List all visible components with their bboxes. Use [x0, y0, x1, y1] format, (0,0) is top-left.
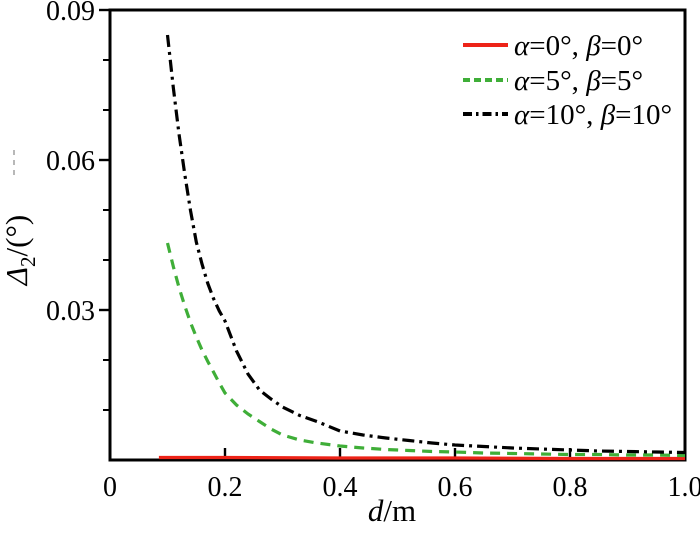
x-tick-label: 0: [103, 472, 117, 503]
x-tick-label: 0.6: [438, 472, 473, 503]
legend-label-2: α=10°, β=10°: [514, 99, 672, 131]
series-line-1: [165, 242, 686, 458]
x-tick-label: 0.4: [323, 472, 358, 503]
series-line-0: [158, 455, 685, 461]
x-tick-label: 0.8: [553, 472, 588, 503]
x-tick-label: 1.0: [668, 472, 700, 503]
series-line-2: [165, 34, 686, 455]
y-tick-label: 0.03: [46, 296, 95, 327]
legend-label-0: α=0°, β=0°: [514, 30, 643, 62]
x-axis-label: d/m: [368, 493, 416, 528]
x-tick-label: 0.2: [208, 472, 243, 503]
plot-frame: [108, 8, 687, 462]
legend-label-1: α=5°, β=5°: [514, 65, 643, 97]
y-tick-label: 0.09: [46, 0, 95, 27]
y-axis-label: Δ2/(°): [0, 215, 40, 287]
y-tick-label: 0.06: [46, 146, 95, 177]
